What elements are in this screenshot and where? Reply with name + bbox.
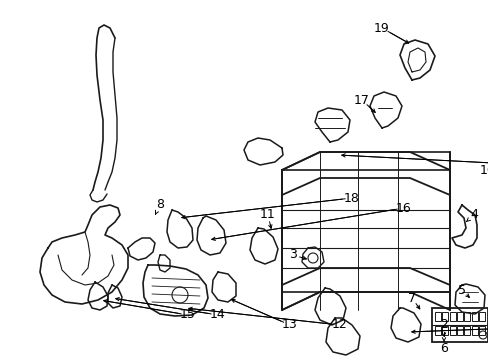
Bar [471,312,477,321]
Text: 3: 3 [288,248,296,261]
Bar [442,312,447,321]
Bar [456,326,462,335]
Text: 14: 14 [210,309,225,321]
Bar [478,326,484,335]
Text: 11: 11 [260,208,275,221]
Text: 7: 7 [407,292,415,305]
Bar [478,312,484,321]
Bar [456,312,462,321]
Bar [471,326,477,335]
Text: 18: 18 [344,192,359,204]
Text: 13: 13 [282,319,297,332]
Text: 16: 16 [395,202,411,215]
Text: 6: 6 [439,342,447,355]
Bar [464,312,469,321]
Bar [434,312,440,321]
Bar [449,312,455,321]
Text: 17: 17 [353,94,369,107]
Text: 4: 4 [469,208,477,221]
Bar [442,326,447,335]
Text: 15: 15 [180,309,196,321]
Text: 2: 2 [439,319,447,332]
Text: 5: 5 [457,284,465,297]
Text: 8: 8 [156,198,163,211]
Text: 19: 19 [373,22,389,35]
Bar [464,326,469,335]
Bar [449,326,455,335]
Bar [434,326,440,335]
Text: 10: 10 [479,163,488,176]
Text: 12: 12 [331,319,347,332]
